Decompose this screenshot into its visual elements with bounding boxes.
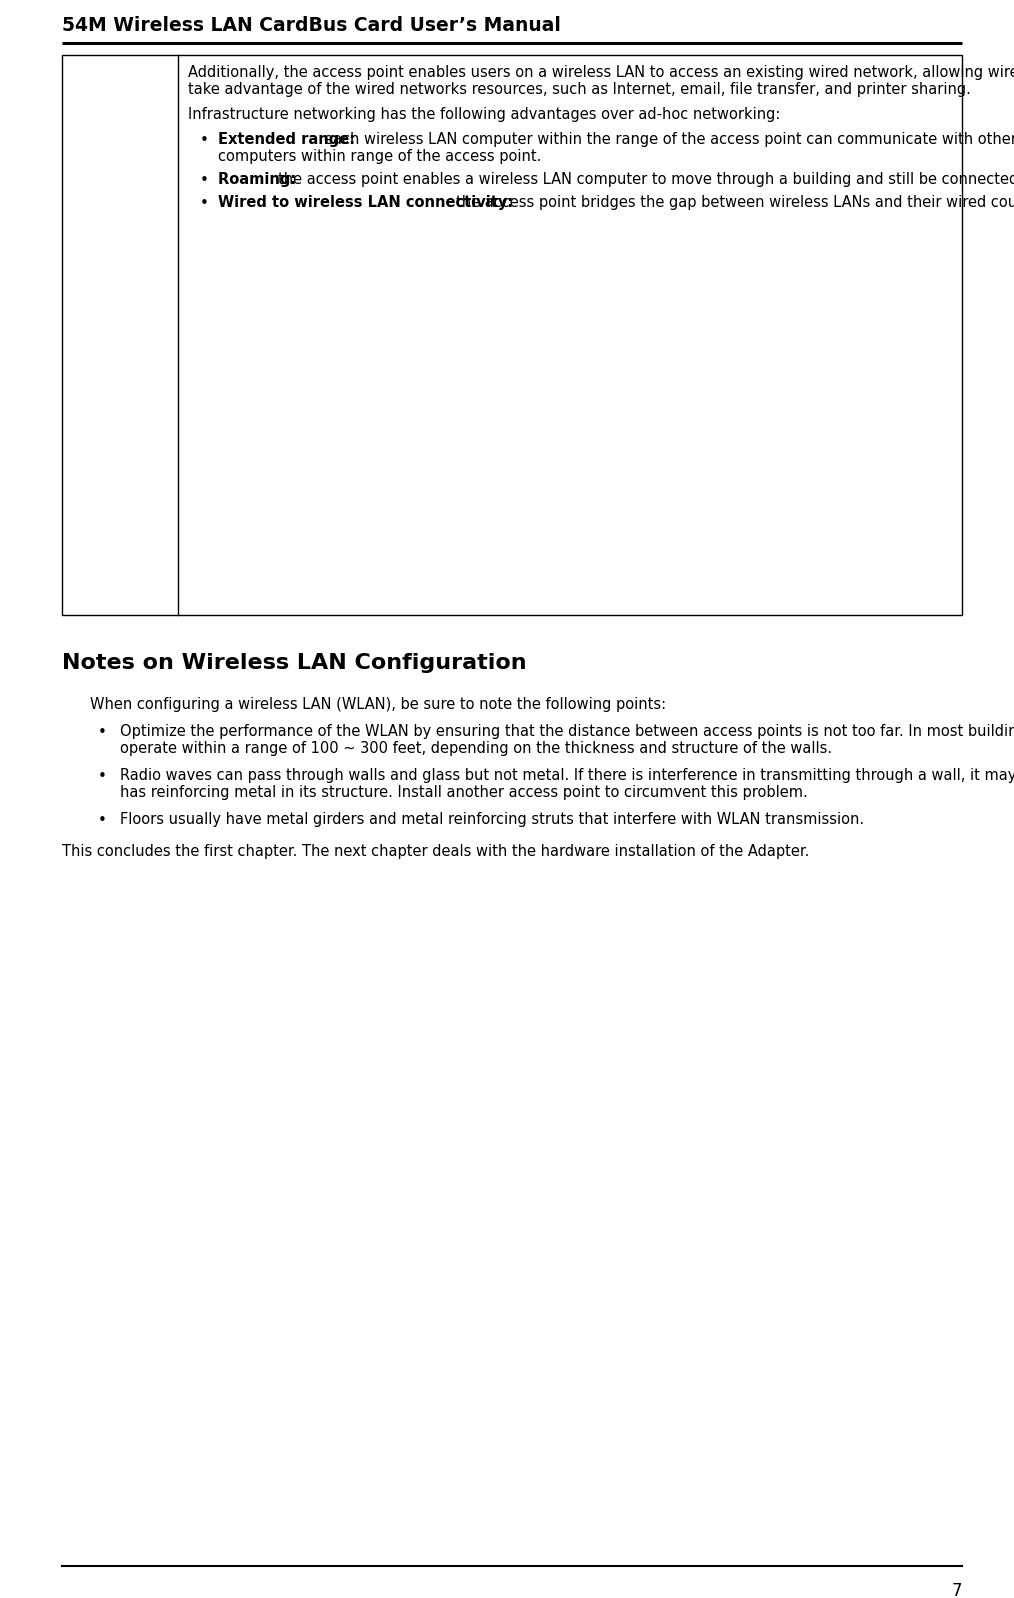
Text: When configuring a wireless LAN (WLAN), be sure to note the following points:: When configuring a wireless LAN (WLAN), …	[90, 697, 666, 713]
Text: the access point bridges the gap between wireless LANs and their wired counterpa: the access point bridges the gap between…	[456, 195, 1014, 209]
Text: •: •	[98, 769, 106, 785]
Text: each wireless LAN computer within the range of the access point can communicate : each wireless LAN computer within the ra…	[323, 133, 1014, 147]
Text: Floors usually have metal girders and metal reinforcing struts that interfere wi: Floors usually have metal girders and me…	[120, 812, 864, 828]
Text: Wired to wireless LAN connectivity:: Wired to wireless LAN connectivity:	[218, 195, 518, 209]
Text: •: •	[98, 813, 106, 828]
Text: Additionally, the access point enables users on a wireless LAN to access an exis: Additionally, the access point enables u…	[188, 66, 1014, 80]
Text: Notes on Wireless LAN Configuration: Notes on Wireless LAN Configuration	[62, 654, 526, 673]
Text: 54M Wireless LAN CardBus Card User’s Manual: 54M Wireless LAN CardBus Card User’s Man…	[62, 16, 561, 35]
Text: operate within a range of 100 ~ 300 feet, depending on the thickness and structu: operate within a range of 100 ~ 300 feet…	[120, 741, 832, 756]
Text: Extended range:: Extended range:	[218, 133, 360, 147]
Text: This concludes the first chapter. The next chapter deals with the hardware insta: This concludes the first chapter. The ne…	[62, 844, 809, 860]
Text: Optimize the performance of the WLAN by ensuring that the distance between acces: Optimize the performance of the WLAN by …	[120, 724, 1014, 738]
Text: •: •	[98, 725, 106, 740]
Text: •: •	[200, 133, 209, 149]
Text: Roaming:: Roaming:	[218, 173, 301, 187]
Text: •: •	[200, 173, 209, 189]
Bar	[62, 54, 962, 615]
Text: Radio waves can pass through walls and glass but not metal. If there is interfer: Radio waves can pass through walls and g…	[120, 769, 1014, 783]
Text: Infrastructure networking has the following advantages over ad-hoc networking:: Infrastructure networking has the follow…	[188, 107, 781, 121]
Text: take advantage of the wired networks resources, such as Internet, email, file tr: take advantage of the wired networks res…	[188, 81, 970, 97]
Text: 7: 7	[951, 1582, 962, 1598]
Text: has reinforcing metal in its structure. Install another access point to circumve: has reinforcing metal in its structure. …	[120, 785, 808, 801]
Text: the access point enables a wireless LAN computer to move through a building and : the access point enables a wireless LAN …	[278, 173, 1014, 187]
Text: •: •	[200, 197, 209, 211]
Text: computers within range of the access point.: computers within range of the access poi…	[218, 149, 546, 165]
